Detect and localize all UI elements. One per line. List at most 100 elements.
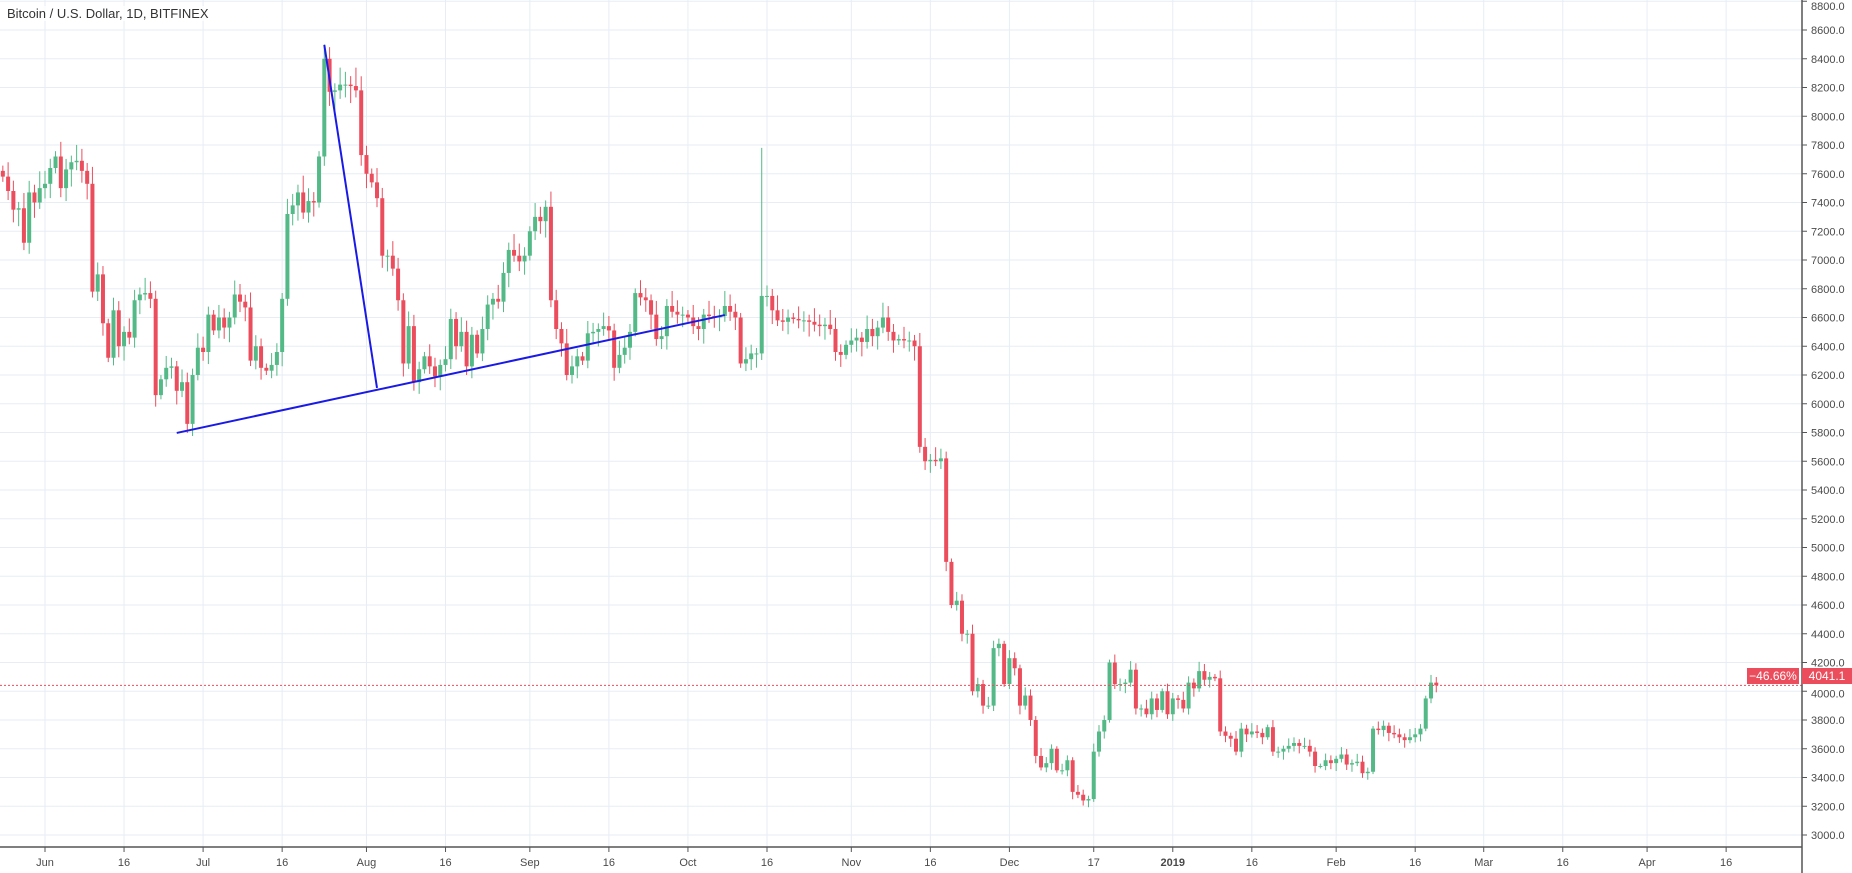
price-tick-label: 6600.0 bbox=[1811, 313, 1845, 325]
candle-body bbox=[1086, 799, 1091, 801]
price-tick-label: 3400.0 bbox=[1811, 773, 1845, 785]
candle-body bbox=[617, 354, 622, 368]
candle-body bbox=[796, 318, 801, 321]
candle-body bbox=[359, 90, 364, 156]
candle-body bbox=[48, 168, 53, 184]
candle-body bbox=[801, 320, 806, 322]
candle-body bbox=[838, 352, 843, 355]
time-tick-label: Aug bbox=[357, 857, 377, 869]
price-tick-label: 8600.0 bbox=[1811, 25, 1845, 37]
candle-body bbox=[185, 382, 190, 424]
candle-body bbox=[1371, 728, 1376, 772]
candle-body bbox=[290, 205, 295, 214]
candle-body bbox=[1170, 698, 1175, 715]
time-tick-label: 16 bbox=[761, 857, 773, 869]
candle-body bbox=[338, 84, 343, 91]
candle-body bbox=[201, 347, 206, 352]
candle-body bbox=[1097, 731, 1101, 752]
candle-body bbox=[780, 320, 785, 322]
candle-body bbox=[701, 314, 706, 329]
candle-body bbox=[612, 330, 617, 368]
candle-body bbox=[1128, 669, 1133, 683]
time-tick-label: 2019 bbox=[1161, 857, 1185, 869]
candle-body bbox=[153, 298, 158, 396]
time-axis[interactable]: Jun 16 Jul 16 Aug 16 Sep 16 Oct 16 Nov 16 Dec 17 2019 1… bbox=[0, 846, 1802, 869]
candle-body bbox=[1228, 735, 1233, 739]
price-tick-label: 6000.0 bbox=[1811, 399, 1845, 411]
time-tick-label: Jun bbox=[36, 857, 54, 869]
candle-body bbox=[490, 298, 495, 305]
price-tick-label: 6400.0 bbox=[1811, 341, 1845, 353]
candle-body bbox=[891, 331, 896, 341]
candle-body bbox=[1197, 671, 1202, 689]
candle-body bbox=[638, 293, 643, 298]
candle-body bbox=[1349, 763, 1354, 765]
candle-body bbox=[670, 306, 675, 312]
candle-body bbox=[422, 356, 427, 370]
candle-body bbox=[1260, 732, 1265, 738]
price-tick-label: 3600.0 bbox=[1811, 744, 1845, 756]
candle-body bbox=[575, 356, 580, 367]
candle-body bbox=[348, 84, 353, 87]
candle-body bbox=[369, 173, 374, 183]
candle-body bbox=[875, 327, 880, 337]
candle-body bbox=[685, 314, 690, 318]
time-tick-label: 16 bbox=[439, 857, 451, 869]
candle-body bbox=[1365, 771, 1370, 774]
candle-body bbox=[375, 182, 380, 199]
candle-body bbox=[680, 314, 685, 316]
candle-body bbox=[1160, 691, 1165, 710]
candle-body bbox=[448, 318, 453, 360]
candle-body bbox=[538, 216, 543, 222]
candle-body bbox=[880, 317, 885, 328]
candle-body bbox=[896, 339, 901, 341]
trendline[interactable] bbox=[323, 44, 378, 389]
candle-body bbox=[559, 329, 564, 344]
candle-body bbox=[16, 208, 21, 210]
candle-body bbox=[1334, 758, 1339, 764]
candle-body bbox=[981, 684, 986, 706]
candle-body bbox=[1075, 791, 1080, 795]
candle-body bbox=[828, 324, 833, 329]
trendlines[interactable] bbox=[176, 44, 726, 434]
candle-body bbox=[664, 306, 669, 337]
candle-body bbox=[1154, 698, 1159, 710]
price-tick-label: 8000.0 bbox=[1811, 111, 1845, 123]
candle-body bbox=[475, 334, 480, 354]
price-tick-label: 4800.0 bbox=[1811, 571, 1845, 583]
candle-body bbox=[1429, 682, 1434, 699]
candle-body bbox=[27, 192, 32, 243]
candle-body bbox=[343, 84, 348, 86]
candle-body bbox=[912, 340, 917, 347]
candle-body bbox=[786, 317, 791, 322]
candle-body bbox=[870, 329, 875, 337]
time-tick-label: Sep bbox=[520, 857, 540, 869]
candle-body bbox=[923, 446, 928, 462]
candle-body bbox=[902, 339, 907, 341]
candle-body bbox=[917, 346, 922, 447]
time-tick-label: 16 bbox=[603, 857, 615, 869]
candle-body bbox=[743, 359, 748, 364]
candle-body bbox=[1407, 737, 1412, 741]
candle-body bbox=[1423, 698, 1428, 729]
candle-body bbox=[1244, 728, 1249, 735]
candle-body bbox=[469, 334, 474, 367]
candle-body bbox=[274, 352, 279, 365]
candle-body bbox=[69, 162, 74, 170]
price-tick-label: 5000.0 bbox=[1811, 543, 1845, 555]
candle-body bbox=[807, 320, 812, 322]
trendline[interactable] bbox=[176, 314, 726, 434]
candle-body bbox=[459, 331, 464, 347]
candle-body bbox=[1270, 727, 1275, 752]
candle-body bbox=[1376, 728, 1381, 731]
price-tick-label: 3800.0 bbox=[1811, 715, 1845, 727]
candle-body bbox=[0, 170, 5, 177]
candle-body bbox=[306, 201, 311, 213]
candle-body bbox=[649, 300, 654, 315]
candle-body bbox=[749, 353, 754, 360]
time-tick-label: Oct bbox=[679, 857, 696, 869]
candle-body bbox=[1091, 751, 1096, 800]
price-axis[interactable]: 3000.0 3200.0 3400.0 3600.0 3800.0 4000.0 4200… bbox=[1801, 0, 1845, 873]
candle-body bbox=[791, 317, 796, 319]
